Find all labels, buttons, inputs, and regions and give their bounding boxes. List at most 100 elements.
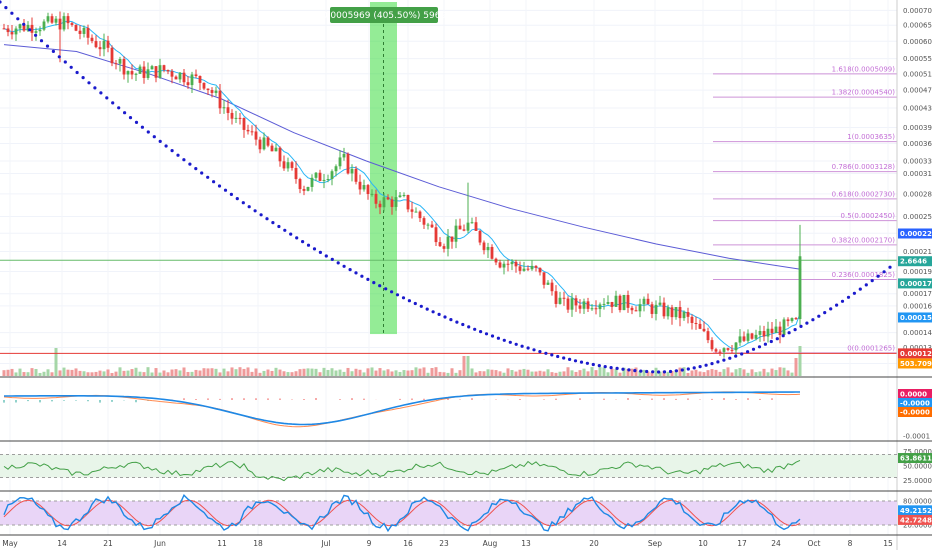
candle-body [258, 139, 262, 150]
candle-body [230, 112, 234, 119]
arc-dot [443, 315, 447, 319]
volume-bar [378, 368, 382, 376]
volume-bar [146, 367, 150, 376]
candle-body [490, 247, 494, 259]
fib-level-label: 0.5(0.0002450) [841, 212, 896, 220]
candle-body [438, 242, 442, 247]
arc-dot [152, 135, 156, 139]
time-tick-label: 8 [848, 539, 853, 548]
arc-dot [787, 331, 791, 335]
arc-dot [556, 354, 560, 359]
candle-body [58, 18, 62, 30]
candle-body [690, 316, 694, 323]
arc-dot [217, 184, 222, 188]
candle-body [498, 262, 502, 268]
volume-bar [622, 367, 626, 376]
volume-bar [618, 372, 622, 376]
arc-dot [134, 120, 139, 124]
candle-body [522, 268, 526, 271]
candle-body [442, 246, 446, 249]
arc-dot [835, 303, 839, 307]
price-badge-label: 0.0001790 [900, 280, 932, 288]
volume-bar [206, 368, 210, 376]
candle-body [670, 307, 674, 318]
arc-dot [864, 283, 868, 287]
arc-dot [99, 91, 103, 95]
arc-dot [568, 357, 572, 361]
volume-bar [670, 371, 674, 376]
volume-bar [558, 371, 562, 376]
arc-dot [846, 295, 851, 299]
candle-body [234, 117, 238, 119]
arc-dot [686, 367, 690, 371]
volume-bar [210, 368, 214, 376]
macd-badge-bg [898, 389, 932, 399]
candle-body [190, 74, 194, 86]
arc-dot [229, 192, 233, 196]
arc-dot [16, 17, 20, 21]
arc-dot [615, 366, 619, 370]
arc-dot [200, 171, 204, 175]
volume-bar [790, 372, 794, 376]
arc-dot [496, 336, 500, 340]
candle-body [6, 28, 10, 33]
arc-dot [39, 39, 44, 43]
price-tick-label: 0.0001900 [903, 268, 932, 276]
volume-bar [562, 371, 566, 376]
candle-body [770, 328, 774, 333]
price-tick-label: 0.0005100 [903, 70, 932, 78]
volume-bar [398, 371, 402, 376]
candle-body [698, 323, 702, 329]
candle-body [546, 282, 550, 285]
candle-body [134, 73, 138, 75]
volume-bar [698, 371, 702, 376]
arc-dot [573, 359, 578, 363]
volume-bar [738, 368, 742, 376]
arc-dot [455, 320, 459, 324]
candle-body [666, 307, 670, 317]
volume-bar [782, 367, 786, 376]
candle-body [394, 197, 398, 207]
arc-dot [662, 370, 667, 374]
volume-bar [30, 368, 34, 376]
volume-bar [250, 371, 254, 376]
candle-body [570, 298, 574, 310]
candle-body [510, 261, 514, 265]
arc-dot [757, 345, 762, 349]
arc-dot [728, 356, 732, 360]
candle-body [458, 225, 462, 230]
volume-bar [486, 369, 490, 376]
volume-bar [430, 368, 434, 376]
fib-level-label: 0.786(0.0003128) [832, 163, 896, 171]
candle-body [282, 161, 286, 169]
volume-bar [310, 368, 314, 376]
price-tick-label: 0.0003300 [903, 157, 932, 165]
candle-body [110, 47, 114, 64]
arc-dot [449, 318, 453, 322]
volume-bar [770, 368, 774, 376]
arc-dot [514, 342, 518, 346]
candle-body [614, 295, 618, 307]
price-badge-label: 0.0001262 [900, 350, 932, 358]
candle-body [494, 258, 498, 263]
price-tick-label: 0.0003600 [903, 140, 932, 148]
arc-dot [829, 307, 833, 311]
candle-body [210, 90, 214, 93]
candlesticks [2, 11, 802, 358]
arc-dot [265, 217, 269, 221]
volume-bar [526, 369, 530, 376]
volume-bar [506, 368, 510, 376]
arc-dot [858, 287, 862, 291]
price-tick-label: 0.0005500 [903, 55, 932, 63]
arc-dot [734, 354, 738, 358]
candle-body [610, 302, 614, 307]
macd-badge-label: -0.0000 [900, 400, 930, 408]
candle-body [2, 28, 6, 30]
candle-body [594, 308, 598, 310]
candle-body [166, 70, 170, 72]
candle-body [118, 59, 122, 64]
volume-bar [154, 368, 158, 376]
price-badge-bg [898, 278, 932, 289]
arc-dot [105, 96, 109, 100]
